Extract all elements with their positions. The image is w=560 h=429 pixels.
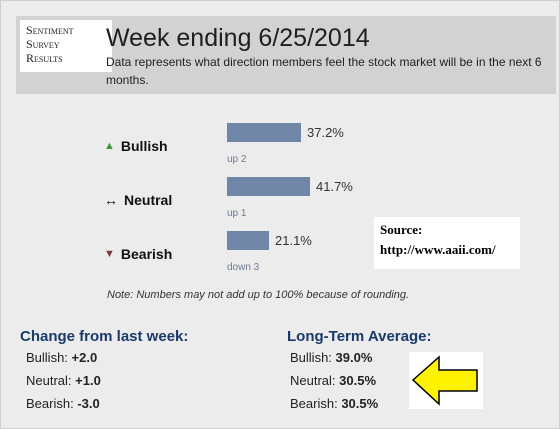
- source-label: Source:: [380, 222, 423, 237]
- bullish-bar: [227, 123, 301, 142]
- lta-bearish-label: Bearish:: [290, 396, 338, 411]
- change-neutral-label: Neutral:: [26, 373, 72, 388]
- neutral-label: Neutral: [124, 192, 173, 208]
- bullish-row-label: ▲ Bullish: [104, 138, 168, 154]
- change-title: Change from last week:: [20, 328, 189, 345]
- source-box: Source: http://www.aaii.com/: [374, 217, 520, 269]
- neutral-row-label: ↔ Neutral: [104, 192, 172, 208]
- bullish-change: up 2: [227, 154, 247, 165]
- change-bullish-label: Bullish:: [26, 350, 68, 365]
- highlight-box: [409, 352, 483, 409]
- lta-neutral: Neutral: 30.5%: [290, 373, 376, 388]
- neutral-percent: 41.7%: [316, 179, 353, 194]
- change-bearish-value: -3.0: [77, 396, 100, 411]
- lta-bullish-label: Bullish:: [290, 350, 332, 365]
- change-neutral: Neutral: +1.0: [26, 373, 101, 388]
- lta-neutral-value: 30.5%: [339, 373, 377, 388]
- change-bullish: Bullish: +2.0: [26, 350, 97, 365]
- change-bullish-value: +2.0: [71, 350, 98, 365]
- badge-line-1: Sentiment: [26, 23, 74, 37]
- change-neutral-value: +1.0: [75, 373, 101, 388]
- lta-bearish-value: 30.5%: [341, 396, 379, 411]
- rounding-note: Note: Numbers may not add up to 100% bec…: [107, 289, 410, 301]
- lta-bullish-value: 39.0%: [335, 350, 373, 365]
- double-arrow-icon: ↔: [104, 192, 118, 208]
- change-bearish: Bearish: -3.0: [26, 396, 100, 411]
- change-bearish-label: Bearish:: [26, 396, 74, 411]
- lta-bearish: Bearish: 30.5%: [290, 396, 378, 411]
- badge-line-2: Survey: [26, 37, 60, 51]
- bullish-percent: 37.2%: [307, 125, 344, 140]
- source-link[interactable]: http://www.aaii.com/: [380, 242, 496, 257]
- neutral-bar: [227, 177, 310, 196]
- page-description: Data represents what direction members f…: [106, 55, 542, 87]
- left-arrow-icon: [411, 355, 478, 406]
- bearish-change: down 3: [227, 262, 260, 273]
- bearish-bar: [227, 231, 269, 250]
- header: Sentiment Survey Results Week ending 6/2…: [16, 16, 556, 94]
- triangle-up-icon: ▲: [104, 140, 115, 152]
- survey-badge: Sentiment Survey Results: [20, 20, 112, 72]
- bearish-row-label: ▼ Bearish: [104, 246, 172, 262]
- bearish-percent: 21.1%: [275, 233, 312, 248]
- triangle-down-icon: ▼: [104, 248, 115, 260]
- page-title: Week ending 6/25/2014: [106, 24, 370, 52]
- bearish-label: Bearish: [120, 246, 173, 262]
- long-term-title: Long-Term Average:: [287, 328, 432, 345]
- badge-line-3: Results: [26, 51, 63, 65]
- bullish-label: Bullish: [120, 138, 168, 154]
- neutral-change: up 1: [227, 208, 247, 219]
- lta-bullish: Bullish: 39.0%: [290, 350, 372, 365]
- lta-neutral-label: Neutral:: [290, 373, 336, 388]
